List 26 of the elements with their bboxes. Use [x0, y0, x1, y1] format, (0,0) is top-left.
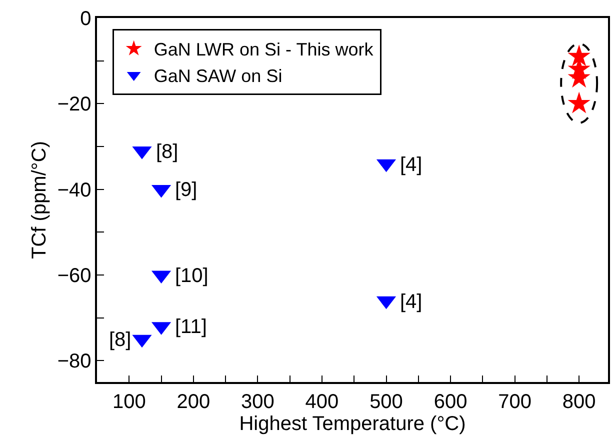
annotation: [8]: [109, 329, 132, 351]
x-tick-label: 600: [434, 390, 468, 413]
x-tick-label: 400: [305, 390, 339, 413]
annotation: [10]: [175, 265, 208, 287]
annotation: [11]: [175, 316, 207, 338]
y-tick-label: −80: [57, 350, 92, 373]
x-tick-label: 800: [562, 390, 596, 413]
point: [568, 92, 590, 114]
annotation: [8]: [156, 141, 178, 163]
legend-label: GaN LWR on Si - This work: [154, 40, 374, 60]
y-axis-title: TCf (ppm/°C): [28, 141, 50, 259]
x-tick-label: 200: [176, 390, 210, 413]
x-axis-title: Highest Temperature (°C): [239, 412, 466, 435]
y-tick-label: −20: [57, 94, 92, 116]
x-tick-label: 500: [370, 390, 403, 413]
x-tick-label: 700: [498, 390, 532, 413]
x-tick-label: 300: [241, 390, 274, 413]
legend-label: GaN SAW on Si: [154, 66, 282, 86]
x-tick-label: 100: [112, 390, 146, 413]
point: [568, 44, 590, 66]
y-tick-label: 0: [80, 8, 92, 30]
annotation: [9]: [175, 179, 198, 201]
annotation: [4]: [400, 154, 422, 176]
annotation: [4]: [400, 291, 422, 313]
y-tick-label: −40: [57, 179, 92, 202]
y-tick-label: −60: [57, 264, 92, 287]
